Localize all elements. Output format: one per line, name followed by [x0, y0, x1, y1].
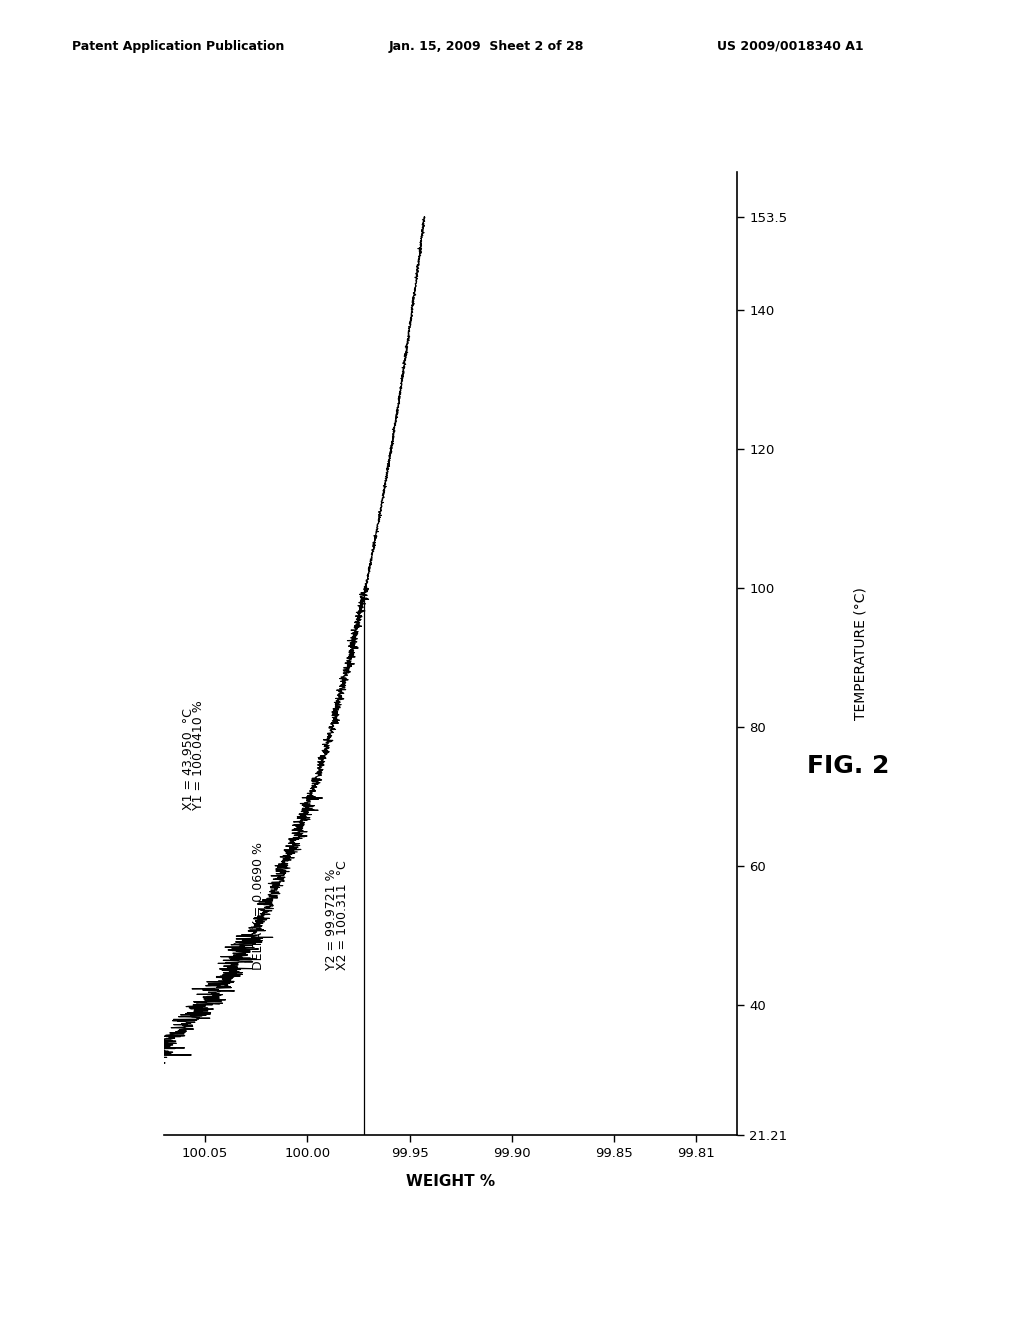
Text: Y2 = 99.9721 %: Y2 = 99.9721 %	[326, 869, 338, 970]
Text: DELTA Y = 0.0690 %: DELTA Y = 0.0690 %	[252, 842, 264, 970]
Text: Patent Application Publication: Patent Application Publication	[72, 40, 284, 53]
Text: FIG. 2: FIG. 2	[807, 754, 889, 777]
Text: X1 = 43.950  °C: X1 = 43.950 °C	[182, 709, 195, 810]
Text: X2 = 100.311  °C: X2 = 100.311 °C	[336, 861, 348, 970]
Y-axis label: TEMPERATURE (°C): TEMPERATURE (°C)	[854, 587, 868, 719]
Text: Y1 = 100.0410 %: Y1 = 100.0410 %	[193, 701, 205, 810]
Text: US 2009/0018340 A1: US 2009/0018340 A1	[717, 40, 863, 53]
X-axis label: WEIGHT %: WEIGHT %	[406, 1173, 496, 1189]
Text: Jan. 15, 2009  Sheet 2 of 28: Jan. 15, 2009 Sheet 2 of 28	[389, 40, 585, 53]
